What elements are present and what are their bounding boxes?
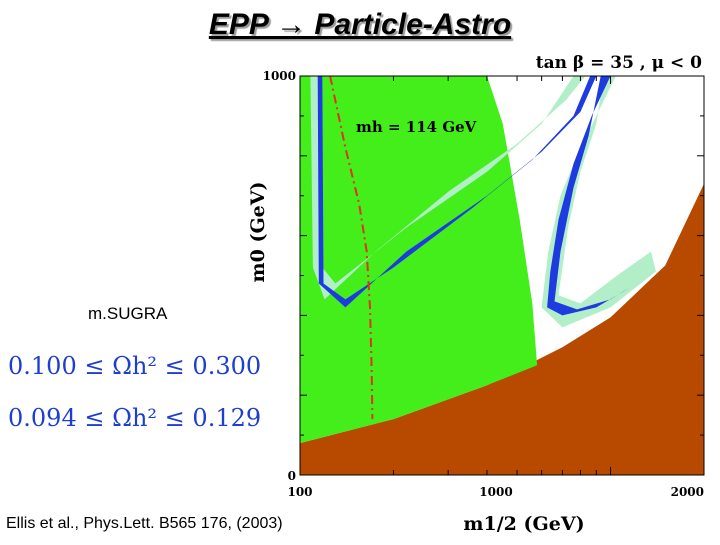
x-tick-label-1000: 1000 (479, 485, 512, 499)
y-tick-label-0: 0 (288, 469, 296, 483)
region-omega-wmap (317, 76, 630, 316)
x-axis-label: m1/2 (GeV) (463, 513, 584, 535)
higgs-mass-annotation: mh = 114 GeV (356, 118, 477, 136)
y-tick-label-1000: 1000 (263, 69, 296, 83)
model-label: m.SUGRA (88, 304, 168, 323)
region-charged-lsp (300, 183, 704, 475)
plot-regions (300, 76, 704, 475)
region-b-to-s-gamma (300, 76, 538, 444)
relic-density-range-wide: 0.100 ≤ Ωh² ≤ 0.300 (8, 352, 262, 380)
slide-title: EPP → Particle-Astro (208, 8, 512, 41)
higgs-mass-limit-line (329, 76, 374, 420)
x-tick-label-100: 100 (287, 485, 312, 499)
chart-title: tan β = 35 , μ < 0 (536, 53, 702, 73)
citation: Ellis et al., Phys.Lett. B565 176, (2003… (6, 515, 283, 532)
axis-ticks (299, 75, 705, 476)
relic-density-range-wmap: 0.094 ≤ Ωh² ≤ 0.129 (8, 404, 262, 432)
y-axis-label: m0 (GeV) (247, 182, 269, 283)
x-tick-label-2000: 2000 (671, 485, 704, 499)
